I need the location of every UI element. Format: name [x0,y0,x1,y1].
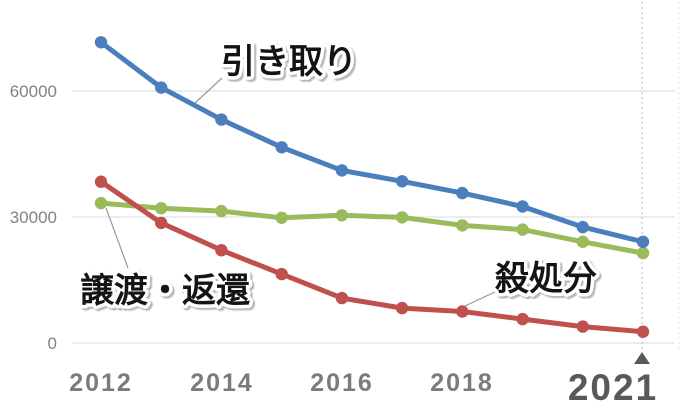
series-line-2 [98,179,646,335]
data-point [215,113,228,126]
data-point [576,235,589,248]
x-tick-label: 2012 [69,369,133,397]
leader-line-intake [194,77,223,104]
y-tick-label: 30000 [10,208,57,227]
annotation-label-cull: 殺処分 [495,260,597,298]
data-point [395,301,409,315]
x-tick-label: 2016 [310,369,374,397]
series-line-1 [98,200,646,256]
data-point [395,175,409,188]
data-point [576,220,589,234]
data-point [576,320,589,333]
y-tick-label: 60000 [10,82,57,101]
data-point [636,246,650,260]
annotation-label-intake: 引き取り [221,43,357,81]
data-point [516,200,529,213]
data-point [275,211,288,224]
leader-line-transfer [105,207,129,269]
data-point [94,36,108,49]
data-point [636,235,650,248]
data-point [215,204,228,218]
data-point [335,164,349,177]
data-point [275,141,288,154]
data-point [456,186,469,200]
leader-line-cull [464,290,498,307]
series-line-0 [98,39,646,245]
data-point [395,211,409,224]
data-point [94,175,108,188]
data-point [516,312,529,326]
data-point [456,219,469,232]
data-point [335,209,349,222]
data-point [275,267,288,281]
x-tick-label: 2014 [190,369,254,397]
annotation-label-transfer: 譲渡・返還 [80,272,250,310]
data-point [636,325,650,338]
data-point [456,305,469,318]
data-point [155,216,168,230]
data-point [516,223,529,236]
data-point [215,244,228,257]
y-tick-label: 0 [48,334,57,353]
data-point [155,202,168,215]
x-tick-label: 2018 [430,369,494,397]
current-year-triangle-icon [634,352,650,364]
data-point [335,291,349,305]
x-tick-label-2021: 2021 [568,367,658,408]
series-layer [94,36,650,338]
data-point [155,81,168,94]
data-point [94,196,108,210]
